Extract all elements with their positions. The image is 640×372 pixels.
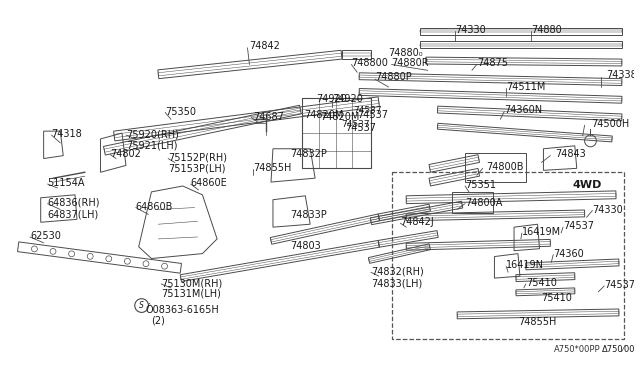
Text: 74537: 74537 (342, 120, 370, 129)
Text: 74820M: 74820M (305, 110, 344, 119)
Text: 75350: 75350 (165, 107, 196, 116)
Text: 74832(RH): 74832(RH) (371, 266, 424, 276)
Text: 74318: 74318 (51, 129, 82, 139)
Text: 74920: 74920 (316, 94, 347, 104)
Text: 75153P(LH): 75153P(LH) (168, 163, 226, 173)
Text: 74330: 74330 (455, 25, 486, 35)
Text: (2): (2) (152, 315, 165, 326)
Text: 75920(RH): 75920(RH) (126, 129, 179, 139)
Text: 62530: 62530 (30, 231, 61, 241)
Text: 75152P(RH): 75152P(RH) (168, 153, 227, 163)
Text: 74802: 74802 (110, 149, 141, 159)
Text: 74511M: 74511M (506, 82, 545, 92)
Text: 74338: 74338 (606, 70, 637, 80)
Text: 74842J: 74842J (401, 217, 434, 227)
Text: S: S (140, 301, 144, 310)
Text: 74537: 74537 (604, 280, 636, 290)
Text: 74800B: 74800B (486, 163, 524, 173)
Text: A750*00PP: A750*00PP (554, 345, 600, 354)
Text: 74500H: 74500H (591, 119, 630, 129)
Text: 74880R: 74880R (392, 58, 429, 68)
Text: 75921(LH): 75921(LH) (126, 141, 177, 151)
Bar (465, 153, 526, 182)
Text: 64837(LH): 64837(LH) (47, 209, 99, 219)
Text: 75410: 75410 (526, 278, 557, 288)
Text: Δ750⁄00PP: Δ750⁄00PP (602, 345, 640, 354)
Text: 74855H: 74855H (518, 317, 556, 327)
Text: 748800: 748800 (351, 58, 388, 68)
Text: 74842: 74842 (250, 41, 280, 51)
Text: 51154A: 51154A (47, 178, 85, 188)
Text: 74803: 74803 (291, 241, 321, 251)
Text: 16419M: 16419M (522, 227, 561, 237)
Text: 74820M: 74820M (320, 112, 360, 122)
Text: 16419N: 16419N (506, 260, 544, 270)
Text: 64860E: 64860E (191, 178, 227, 188)
Text: 75130M(RH): 75130M(RH) (161, 278, 223, 288)
Text: 74833(LH): 74833(LH) (371, 278, 422, 288)
Text: 74880: 74880 (532, 25, 563, 35)
Text: 74875: 74875 (477, 58, 508, 68)
Text: 74833P: 74833P (291, 209, 327, 219)
Text: 74800A: 74800A (465, 198, 502, 208)
Text: 74330: 74330 (593, 205, 623, 215)
Text: 74920: 74920 (332, 94, 363, 104)
Text: 64860B: 64860B (136, 202, 173, 212)
Text: 74843: 74843 (556, 149, 586, 159)
Text: 4WD: 4WD (573, 180, 602, 190)
Text: 74880P: 74880P (375, 72, 412, 82)
Text: Ò08363-6165H: Ò08363-6165H (145, 305, 220, 315)
Text: 74360: 74360 (553, 249, 584, 259)
Text: 74855H: 74855H (253, 163, 292, 173)
Text: 74537: 74537 (346, 123, 376, 133)
Text: 74537: 74537 (563, 221, 594, 231)
Text: 74687: 74687 (253, 112, 284, 122)
Text: 64836(RH): 64836(RH) (47, 198, 100, 208)
Text: 74832P: 74832P (291, 149, 328, 159)
Text: 75131M(LH): 75131M(LH) (161, 289, 221, 299)
Bar (452, 192, 493, 214)
Text: 75351: 75351 (465, 180, 496, 190)
Text: 74537: 74537 (357, 110, 388, 119)
Text: 74537: 74537 (353, 106, 382, 115)
Bar (302, 98, 371, 169)
Text: 74880₀: 74880₀ (388, 48, 423, 58)
Text: 75410: 75410 (541, 293, 572, 303)
Text: 74360N: 74360N (504, 105, 542, 115)
